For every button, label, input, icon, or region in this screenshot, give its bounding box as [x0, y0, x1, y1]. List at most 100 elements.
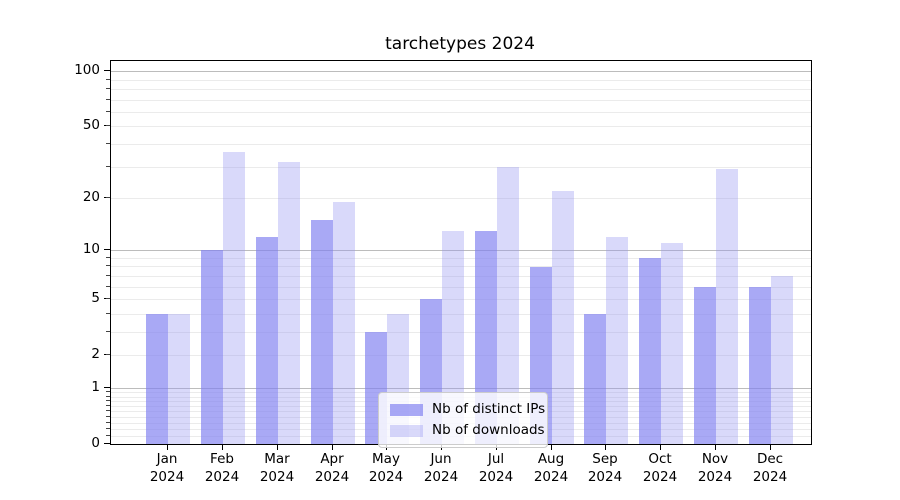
y-minor-tick-mark	[106, 88, 110, 89]
bar-downloads	[278, 161, 300, 444]
x-tick-mark	[605, 445, 606, 450]
bar-distinct-ips	[256, 236, 278, 444]
x-tick-mark	[222, 445, 223, 450]
y-minor-tick-mark	[106, 125, 110, 126]
y-minor-tick-mark	[106, 391, 110, 392]
bar-distinct-ips	[201, 250, 223, 444]
x-tick-label: Apr 2024	[314, 451, 350, 485]
y-minor-tick-mark	[106, 396, 110, 397]
y-minor-tick-mark	[106, 354, 110, 355]
gridline-minor	[111, 112, 811, 113]
y-tick-label: 100	[74, 62, 100, 78]
y-minor-tick-mark	[106, 275, 110, 276]
gridline-major	[111, 250, 811, 251]
y-tick-mark	[104, 70, 110, 71]
gridline-minor	[111, 276, 811, 277]
y-minor-tick-mark	[106, 265, 110, 266]
y-tick-label: 1	[91, 379, 100, 395]
gridline-major	[111, 388, 811, 389]
gridline-minor	[111, 80, 811, 81]
x-tick-label: Dec 2024	[752, 451, 788, 485]
legend-label: Nb of distinct IPs	[432, 401, 546, 417]
bar-downloads	[497, 166, 519, 444]
x-tick-label: May 2024	[368, 451, 404, 485]
y-minor-tick-mark	[106, 416, 110, 417]
bar-distinct-ips	[584, 314, 606, 444]
y-minor-tick-mark	[106, 197, 110, 198]
x-tick-label: Feb 2024	[204, 451, 240, 485]
bar-distinct-ips	[749, 286, 771, 444]
legend: Nb of distinct IPs Nb of downloads	[378, 392, 548, 448]
x-tick-label: Aug 2024	[533, 451, 569, 485]
x-tick-label: Jan 2024	[149, 451, 185, 485]
y-minor-tick-mark	[106, 405, 110, 406]
y-minor-tick-mark	[106, 79, 110, 80]
bar-downloads	[333, 201, 355, 444]
y-minor-tick-mark	[106, 286, 110, 287]
y-tick-label: 2	[91, 346, 100, 362]
gridline-minor	[111, 355, 811, 356]
legend-swatch-distinct-ips-icon	[390, 403, 423, 416]
x-tick-label: Oct 2024	[642, 451, 678, 485]
y-minor-tick-mark	[106, 331, 110, 332]
bar-downloads	[442, 230, 464, 444]
x-tick-mark	[660, 445, 661, 450]
y-minor-tick-mark	[106, 435, 110, 436]
legend-label: Nb of downloads	[432, 422, 545, 438]
x-tick-label: Jun 2024	[423, 451, 459, 485]
gridline-minor	[111, 198, 811, 199]
y-tick-label: 50	[82, 117, 100, 133]
bar-distinct-ips	[311, 220, 333, 444]
gridline-minor	[111, 167, 811, 168]
bar-distinct-ips	[475, 230, 497, 444]
plot-area	[110, 60, 812, 445]
x-tick-label: Mar 2024	[259, 451, 295, 485]
gridline-minor	[111, 332, 811, 333]
x-tick-mark	[277, 445, 278, 450]
x-tick-mark	[770, 445, 771, 450]
y-tick-label: 0	[91, 435, 100, 451]
x-tick-mark	[332, 445, 333, 450]
bar-distinct-ips	[639, 258, 661, 444]
y-tick-label: 20	[82, 189, 100, 205]
y-tick-mark	[104, 249, 110, 250]
bar-downloads	[552, 190, 574, 444]
gridline-minor	[111, 126, 811, 127]
gridline-minor	[111, 144, 811, 145]
bar-distinct-ips	[146, 314, 168, 444]
gridline-minor	[111, 266, 811, 267]
x-tick-mark	[715, 445, 716, 450]
y-minor-tick-mark	[106, 400, 110, 401]
x-tick-label: Nov 2024	[697, 451, 733, 485]
y-minor-tick-mark	[106, 257, 110, 258]
x-tick-label: Sep 2024	[587, 451, 623, 485]
x-tick-label: Jul 2024	[478, 451, 514, 485]
legend-item: Nb of distinct IPs	[379, 399, 547, 420]
y-minor-tick-mark	[106, 428, 110, 429]
y-minor-tick-mark	[106, 99, 110, 100]
y-minor-tick-mark	[106, 422, 110, 423]
gridline-minor	[111, 89, 811, 90]
bar-downloads	[716, 169, 738, 444]
bar-distinct-ips	[694, 286, 716, 444]
gridline-minor	[111, 299, 811, 300]
gridline-minor	[111, 258, 811, 259]
bar-downloads	[606, 236, 628, 444]
gridline-minor	[111, 100, 811, 101]
y-tick-mark	[104, 387, 110, 388]
y-minor-tick-mark	[106, 143, 110, 144]
bar-downloads	[771, 276, 793, 444]
gridline-minor	[111, 287, 811, 288]
y-minor-tick-mark	[106, 111, 110, 112]
y-minor-tick-mark	[106, 410, 110, 411]
legend-swatch-downloads-icon	[390, 424, 423, 437]
y-minor-tick-mark	[106, 313, 110, 314]
gridline-major	[111, 71, 811, 72]
legend-item: Nb of downloads	[379, 420, 547, 441]
y-minor-tick-mark	[106, 298, 110, 299]
bar-downloads	[168, 314, 190, 444]
x-tick-mark	[551, 445, 552, 450]
bar-downloads	[661, 243, 683, 444]
y-minor-tick-mark	[106, 166, 110, 167]
